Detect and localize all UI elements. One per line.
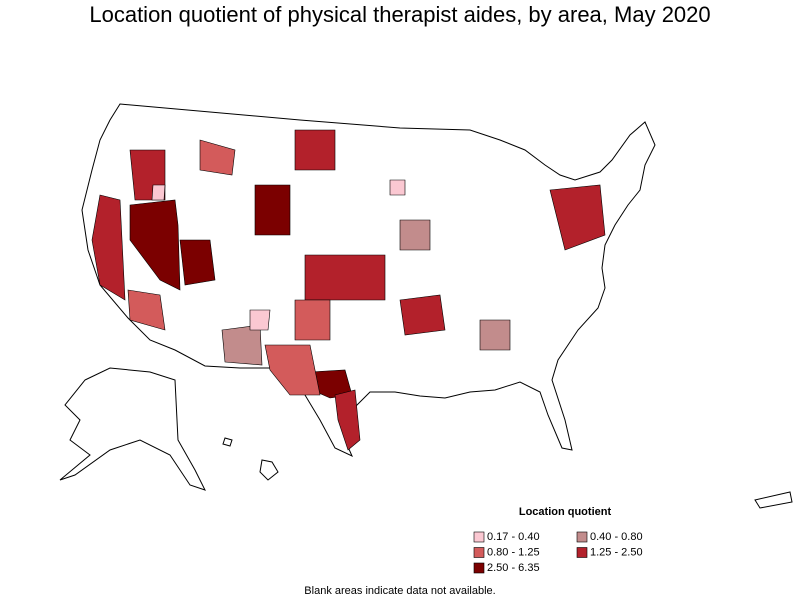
us-map [59, 103, 793, 509]
area [151, 184, 166, 201]
map-title: Location quotient of physical therapist … [89, 2, 710, 27]
legend-swatch [473, 562, 485, 574]
area [221, 324, 263, 366]
area [294, 129, 336, 171]
legend-label: 0.40 - 0.80 [590, 531, 643, 543]
area [389, 179, 406, 196]
legend-title: Location quotient [519, 506, 612, 518]
area [129, 199, 181, 291]
area [479, 319, 511, 351]
puerto-rico [754, 491, 793, 509]
legend-swatch [576, 531, 588, 543]
area [399, 294, 446, 336]
alaska [59, 367, 206, 491]
legend-label: 1.25 - 2.50 [590, 546, 643, 558]
legend-label: 0.80 - 1.25 [487, 546, 540, 558]
area [399, 219, 431, 251]
area [199, 139, 236, 176]
legend-swatch [473, 531, 485, 543]
note: Blank areas indicate data not available. [304, 585, 495, 597]
legend: Location quotient 0.17 - 0.40 0.40 - 0.80… [473, 506, 643, 574]
legend-swatch [576, 547, 588, 558]
area [127, 289, 166, 331]
area [264, 344, 321, 396]
hawaii [259, 459, 279, 481]
legend-label: 0.17 - 0.40 [487, 531, 540, 543]
legend-label: 2.50 - 6.35 [487, 562, 540, 574]
area [294, 299, 331, 341]
hawaii-west [222, 437, 233, 447]
area [254, 184, 291, 236]
area [249, 309, 271, 331]
area [179, 239, 216, 286]
area [334, 389, 361, 451]
area [304, 254, 386, 301]
area [549, 184, 606, 251]
area [91, 194, 126, 301]
legend-swatch [473, 547, 485, 558]
